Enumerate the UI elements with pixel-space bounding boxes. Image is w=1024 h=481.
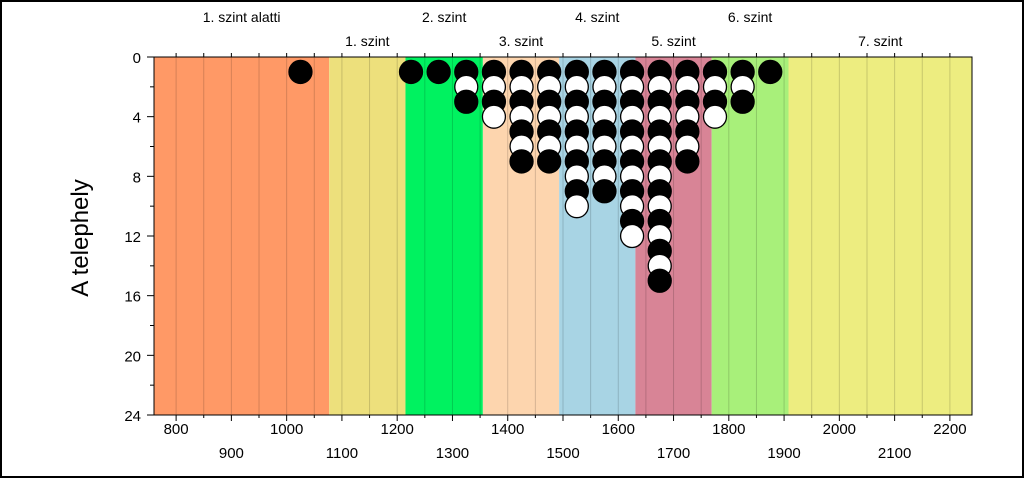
band-labels-layer: 1. szint alatti 1. szint 2. szint 3. szint 4… bbox=[203, 9, 903, 49]
y-tick-label: 12 bbox=[124, 229, 141, 246]
band-3 bbox=[405, 57, 483, 415]
x-tick-label: 1600 bbox=[602, 421, 635, 438]
x-tick-label: 1400 bbox=[491, 421, 524, 438]
band-label-2: 1. szint bbox=[345, 33, 389, 49]
x-tick-label: 1500 bbox=[546, 445, 579, 462]
x-tick-label: 1100 bbox=[326, 445, 358, 462]
y-tick-label: 24 bbox=[124, 408, 141, 425]
y-axis-label: A telephely bbox=[67, 179, 94, 296]
x-tick-label: 1200 bbox=[381, 421, 414, 438]
x-tick-label: 1700 bbox=[657, 445, 690, 462]
data-point bbox=[702, 104, 728, 129]
y-tick-label: 16 bbox=[124, 289, 141, 306]
dots-layer bbox=[288, 59, 783, 293]
band-label-3: 2. szint bbox=[422, 9, 466, 25]
band-label-1: 1. szint alatti bbox=[203, 9, 281, 25]
grid-layer bbox=[175, 57, 951, 415]
x-tick-label: 1900 bbox=[767, 445, 800, 462]
data-point bbox=[730, 89, 755, 114]
band-label-4: 3. szint bbox=[499, 33, 543, 49]
band-label-6: 5. szint bbox=[651, 33, 695, 49]
data-point bbox=[288, 59, 313, 85]
x-tick-label: 2000 bbox=[823, 421, 856, 438]
data-point bbox=[564, 194, 589, 219]
x-tick-label: 800 bbox=[164, 421, 189, 438]
x-tick-label: 1800 bbox=[712, 421, 745, 438]
data-point bbox=[758, 59, 783, 85]
x-tick-label: 900 bbox=[219, 445, 244, 462]
x-tick-label: 2200 bbox=[933, 421, 966, 438]
data-point bbox=[592, 179, 617, 204]
x-tick-label: 2100 bbox=[878, 445, 911, 462]
x-tick-label: 1300 bbox=[436, 445, 469, 462]
band-label-7: 6. szint bbox=[728, 9, 772, 25]
y-tick-label: 20 bbox=[124, 348, 141, 365]
data-point bbox=[398, 59, 424, 85]
band-label-8: 7. szint bbox=[858, 33, 902, 49]
data-point bbox=[481, 104, 507, 129]
data-point bbox=[619, 223, 645, 249]
y-tick-label: 0 bbox=[133, 50, 141, 67]
y-tick-label: 4 bbox=[133, 110, 141, 127]
data-point bbox=[647, 268, 672, 293]
x-tick-label: 1000 bbox=[270, 421, 303, 438]
axes-layer: 800 1000 1200 1400 1600 1800 2000 2200 900 1100 13… bbox=[124, 50, 973, 462]
data-point bbox=[426, 59, 451, 85]
band-2 bbox=[329, 57, 406, 415]
data-point bbox=[537, 149, 562, 174]
band-8 bbox=[788, 57, 972, 415]
data-point bbox=[509, 149, 534, 174]
band-label-5: 4. szint bbox=[575, 9, 619, 25]
data-point bbox=[454, 89, 479, 114]
band-1 bbox=[154, 57, 330, 415]
y-tick-label: 8 bbox=[133, 169, 141, 186]
data-point bbox=[675, 149, 700, 174]
